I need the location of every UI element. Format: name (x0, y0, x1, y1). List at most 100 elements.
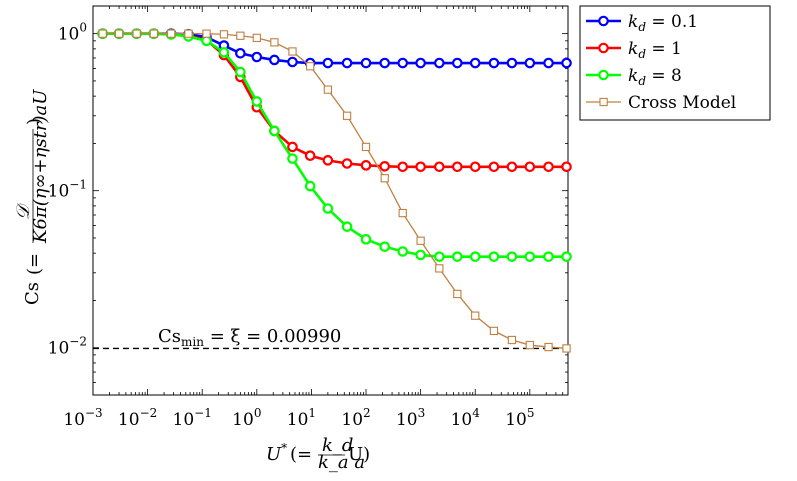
data-point (434, 161, 445, 173)
data-point (397, 246, 409, 257)
data-point (398, 208, 407, 218)
data-point (323, 85, 333, 94)
data-point (561, 57, 572, 69)
x-tick-label: 10−1 (173, 406, 212, 430)
data-point (435, 264, 444, 273)
legend-marker (598, 69, 609, 81)
data-point (269, 125, 280, 137)
data-point (452, 57, 463, 69)
x-tick-label: 100 (232, 406, 261, 430)
data-point (360, 57, 372, 69)
data-point (379, 241, 391, 252)
legend-label: Cross Model (628, 93, 736, 113)
data-point (397, 57, 409, 69)
legend-marker (598, 42, 609, 54)
data-point (524, 161, 536, 173)
data-point (202, 29, 211, 38)
data-point (379, 160, 391, 172)
y-tick-label: 10−1 (48, 178, 87, 202)
data-point (98, 29, 107, 38)
series-1 (97, 28, 572, 173)
data-point (543, 161, 554, 173)
data-point (360, 160, 372, 171)
data-point (506, 251, 518, 262)
svg-text:(=: (= (290, 444, 312, 465)
data-point (506, 57, 518, 69)
svg-text:(=: (= (24, 253, 45, 275)
data-point (524, 57, 536, 69)
data-point (507, 335, 517, 345)
data-point (525, 340, 534, 350)
data-point (218, 47, 230, 58)
legend: kd = 0.1 kd = 1 kd = 8 Cross Model (579, 5, 771, 121)
y-axis-label: Cs (= 𝒟 K6π(η∞+ηstr)aU ) (13, 89, 51, 305)
x-tick-label: 105 (505, 406, 534, 430)
x-tick-label: 104 (451, 406, 481, 430)
svg-text:Cs: Cs (22, 282, 43, 305)
data-point (488, 251, 500, 262)
svg-text:U*: U* (266, 441, 287, 465)
svg-text:k_d: k_d (322, 435, 353, 456)
data-point (306, 62, 315, 71)
data-point (251, 51, 263, 63)
data-point (167, 29, 176, 38)
data-point (452, 251, 463, 262)
data-point (322, 57, 334, 69)
data-point (270, 38, 279, 47)
xi-annotation: Csmin = ξ = 0.00990 (158, 326, 341, 349)
data-point (562, 344, 571, 353)
data-point (288, 47, 297, 56)
series-3 (98, 29, 571, 353)
svg-text:U): U) (348, 444, 370, 465)
data-point (488, 57, 500, 69)
legend-entry: kd = 0.1 (586, 12, 698, 34)
data-point (341, 221, 353, 232)
data-point (287, 141, 298, 153)
data-point (360, 234, 372, 245)
data-point (469, 251, 481, 262)
series-line (102, 32, 567, 169)
data-point (452, 161, 463, 173)
data-point (543, 251, 554, 262)
data-point (251, 96, 263, 107)
data-point (416, 236, 425, 245)
svg-text:k_a a: k_a a (318, 452, 365, 473)
y-tick-label: 100 (58, 21, 87, 45)
x-tick-label: 103 (396, 406, 425, 430)
data-point (469, 57, 481, 69)
x-tick-label: 101 (287, 406, 316, 430)
data-point (453, 289, 462, 299)
data-point (471, 311, 480, 320)
data-point (341, 57, 353, 69)
legend-marker (598, 15, 609, 27)
data-point (235, 47, 246, 59)
data-point (434, 57, 445, 69)
legend-entry: Cross Model (586, 93, 736, 113)
y-tick-label: 10−2 (48, 335, 87, 359)
data-point (219, 30, 229, 39)
data-point (287, 56, 298, 68)
data-point (544, 342, 553, 352)
data-point (379, 57, 391, 69)
data-point (322, 203, 334, 214)
data-point (361, 142, 371, 152)
data-point (149, 29, 158, 38)
legend-label: kd = 8 (628, 66, 682, 88)
data-point (184, 29, 193, 38)
data-point (415, 161, 426, 173)
x-tick-label: 102 (341, 406, 370, 430)
data-point (304, 150, 316, 162)
data-point (114, 29, 124, 38)
data-point (488, 161, 500, 173)
data-point (304, 180, 316, 192)
series-line (102, 33, 567, 350)
data-point (543, 57, 554, 69)
x-axis-label: U* (= k_d k_a a U) (266, 435, 370, 473)
x-tick-label: 10−2 (118, 406, 157, 430)
data-point (469, 161, 481, 173)
data-point (415, 57, 426, 69)
svg-text:): ) (24, 118, 45, 125)
data-point (269, 54, 280, 66)
data-point (380, 174, 389, 183)
